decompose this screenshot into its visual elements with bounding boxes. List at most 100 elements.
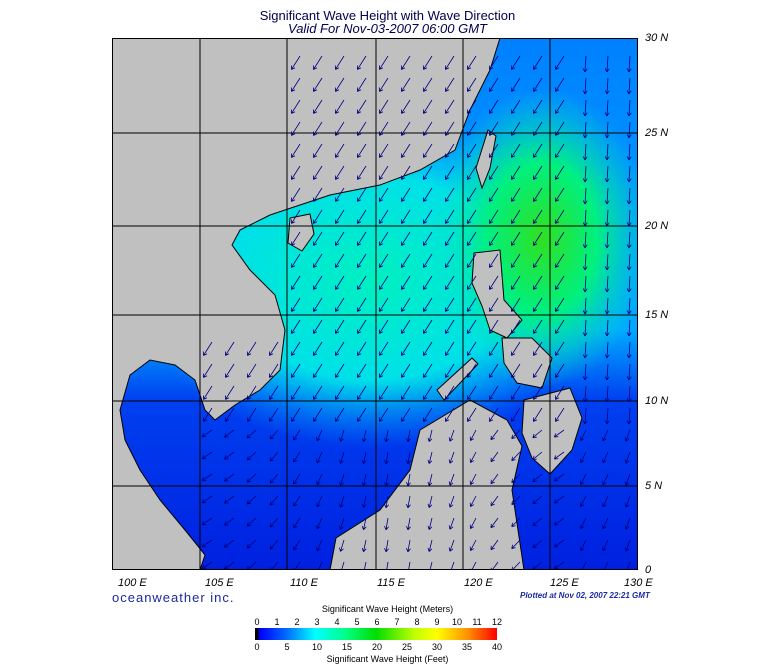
wave-arrow [511,517,521,528]
wave-arrow [555,143,565,158]
wave-arrow [582,363,588,381]
wave-arrow [467,209,477,224]
wave-arrow [489,407,499,422]
wave-arrow [604,209,610,227]
wave-arrow [467,143,477,158]
grid [112,38,638,570]
wave-arrow [335,407,345,422]
wave-arrow [269,451,279,462]
wave-arrow [533,209,543,224]
wave-arrow [445,77,455,92]
wave-arrow [401,143,411,158]
feet-tick: 30 [431,642,443,652]
wave-arrow [293,495,301,507]
wave-arrow [604,385,610,403]
wave-arrow [490,451,499,463]
wave-arrow [533,319,543,334]
wave-arrow [511,165,521,180]
wave-arrow [445,407,455,422]
map-title: Significant Wave Height with Wave Direct… [259,8,516,23]
wave-arrow [448,561,455,570]
wave-arrow [467,99,477,114]
wave-arrow [445,363,455,378]
wave-arrow [533,297,543,312]
wave-arrow [384,517,389,531]
wave-arrow [313,297,323,312]
feet-tick: 40 [491,642,503,652]
wave-arrow [357,363,367,378]
wave-arrow [626,253,632,271]
wave-arrow [555,77,565,92]
wave-arrow [357,253,367,268]
wave-arrow [401,319,411,334]
wave-arrow [401,297,411,312]
wave-arrow [379,363,389,378]
wave-arrow [469,495,477,507]
wave-arrow [626,121,632,139]
wave-arrow [379,165,389,180]
wave-arrow [291,209,301,224]
wave-arrow [384,539,389,553]
lon-label: 105 E [205,577,234,589]
wave-arrow [533,363,543,378]
wave-arrow [246,539,257,549]
wave-arrow [225,363,235,378]
wave-arrow [335,209,345,224]
wave-arrow [489,121,499,136]
map-subtitle: Valid For Nov-03-2007 06:00 GMT [288,21,487,36]
wave-arrow [553,451,565,460]
meter-tick: 1 [274,617,280,627]
wave-arrow [384,495,389,509]
wave-arrow [379,55,389,70]
wave-arrow [291,55,301,70]
wave-arrow [269,495,279,506]
wave-arrow [602,495,609,508]
wave-arrow [626,275,632,293]
wave-arrow [582,121,588,139]
wave-arrow [626,143,632,161]
wave-arrow [384,473,389,487]
wave-arrow [511,209,521,224]
wave-arrow [467,275,477,290]
wave-arrow [423,319,433,334]
wave-arrow [379,385,389,400]
wave-arrow [291,275,301,290]
wave-arrow [339,473,345,486]
wave-arrow [555,319,565,334]
wave-arrow [313,275,323,290]
wave-arrow [511,495,521,506]
wave-arrow [313,99,323,114]
feet-tick: 25 [401,642,413,652]
wave-arrow [467,165,477,180]
colorbar-title-feet: Significant Wave Height (Feet) [326,654,449,664]
wave-arrow [225,385,235,400]
meter-tick: 0 [254,617,260,627]
wave-arrow [555,55,565,70]
feet-tick: 35 [461,642,473,652]
wave-arrow [361,495,367,509]
wave-arrow [533,121,543,136]
wave-arrow [533,253,543,268]
feet-tick: 0 [254,642,260,652]
wave-arrow [533,231,543,246]
feet-tick: 5 [284,642,290,652]
wave-arrow [532,495,543,505]
wave-arrow [626,99,632,117]
wave-arrow [604,55,610,73]
wave-arrow [582,385,588,403]
wave-arrow [511,539,521,550]
wave-arrow [533,165,543,180]
wave-arrow [624,561,631,570]
wave-arrow [579,451,587,464]
lat-label: 5 N [645,480,663,492]
wave-arrow [335,165,345,180]
lat-label: 10 N [645,395,669,407]
wave-arrow [602,451,609,464]
colorbar [255,628,497,640]
wave-arrow [269,473,279,484]
wave-arrow [362,561,367,570]
wave-arrow [582,319,588,337]
lon-label: 100 E [118,577,147,589]
wave-arrow [335,99,345,114]
wave-arrow [423,363,433,378]
